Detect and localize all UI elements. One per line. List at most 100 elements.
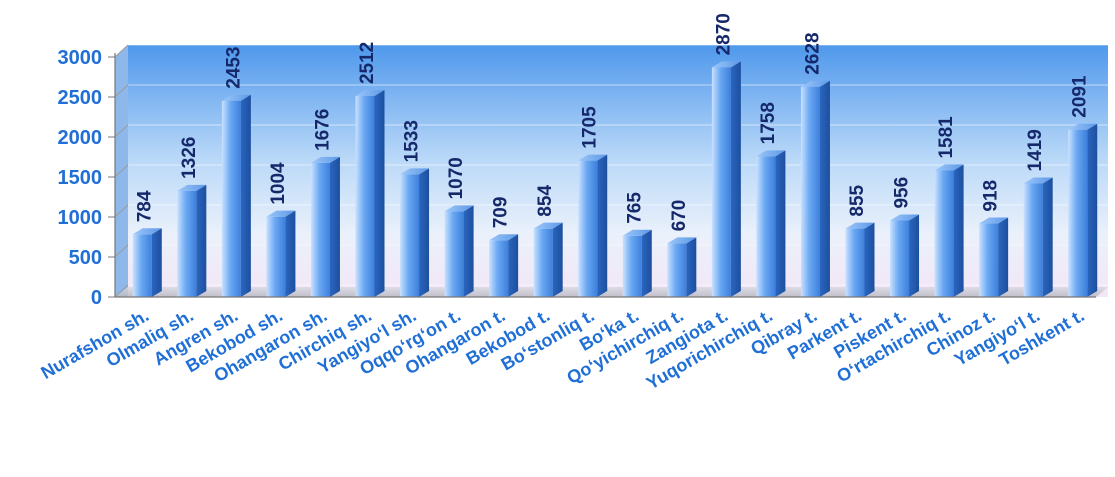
bar-top xyxy=(934,164,964,171)
bar-side xyxy=(864,222,875,297)
bar xyxy=(890,214,920,297)
bar xyxy=(845,222,875,297)
bar-top xyxy=(667,237,697,244)
bar xyxy=(711,61,741,298)
bar-side xyxy=(998,217,1009,297)
bar-front xyxy=(934,170,954,297)
bar xyxy=(310,156,340,297)
bar-value-label: 918 xyxy=(981,180,1002,212)
bar-value-label: 784 xyxy=(134,190,155,222)
y-tick-label: 3000 xyxy=(58,47,103,69)
bar-front xyxy=(667,243,687,297)
bar-top xyxy=(890,214,920,221)
bar-front xyxy=(533,228,553,297)
bar xyxy=(934,164,964,297)
gridline-depth xyxy=(114,204,129,218)
bar-side xyxy=(329,156,340,297)
bar-value-label: 1419 xyxy=(1025,129,1046,171)
bar-side xyxy=(419,168,430,297)
bar-top xyxy=(622,229,652,236)
bar-side xyxy=(1042,177,1053,297)
bar-front xyxy=(622,235,642,297)
bar xyxy=(667,237,697,297)
bar-value-label: 709 xyxy=(491,197,512,229)
plot-area: 0 500 1000 1500 2000 2500 3000 784 1326 2453 1004… xyxy=(37,13,1108,393)
gridline-depth xyxy=(114,84,129,98)
bar-side xyxy=(641,229,652,297)
bar-top xyxy=(1023,177,1053,184)
bar-front xyxy=(1068,129,1088,297)
bar-value-label: 854 xyxy=(535,185,556,217)
bar-top xyxy=(444,205,474,212)
bar-top xyxy=(355,90,385,97)
bar-top xyxy=(177,184,207,191)
bar-side xyxy=(463,205,474,297)
bar-front xyxy=(845,228,865,297)
bar xyxy=(355,90,385,297)
bar-side xyxy=(374,90,385,297)
bar-front xyxy=(1023,183,1043,297)
bar-side xyxy=(1087,123,1098,297)
bar-front xyxy=(756,156,776,297)
bar-value-label: 1758 xyxy=(758,102,779,144)
bar xyxy=(756,150,786,297)
bar-top xyxy=(756,150,786,157)
bar xyxy=(578,154,608,297)
bar-side xyxy=(552,222,563,297)
bar xyxy=(400,168,430,297)
bar-front xyxy=(177,190,197,297)
bar-value-label: 1581 xyxy=(936,116,957,159)
y-tick-label: 1500 xyxy=(58,167,103,189)
bar-top xyxy=(979,217,1009,224)
bar-front xyxy=(890,220,910,297)
y-tick-label: 500 xyxy=(69,247,102,269)
bar-side xyxy=(953,164,964,297)
value-labels: 784 1326 2453 1004 1676 2512 1533 1070 709 854 170… xyxy=(134,13,1090,231)
bar-value-label: 1070 xyxy=(446,157,467,199)
gridline-depth xyxy=(114,164,129,178)
y-tick-label: 2000 xyxy=(58,127,103,149)
bar-side xyxy=(151,228,162,297)
bar-front xyxy=(221,100,241,297)
bar-top xyxy=(578,154,608,161)
bar-side xyxy=(686,237,697,297)
gridline-depth xyxy=(114,124,129,138)
bar-front xyxy=(711,67,731,298)
bar-side xyxy=(597,154,608,297)
bar-top xyxy=(310,156,340,163)
bar-top xyxy=(711,61,741,68)
bar-value-label: 2628 xyxy=(802,32,823,74)
bar xyxy=(177,184,207,297)
bar xyxy=(979,217,1009,297)
bar-top xyxy=(1068,123,1098,130)
bar xyxy=(132,228,162,297)
gridline-depth xyxy=(114,284,129,298)
bar-value-label: 670 xyxy=(669,200,690,232)
gridline-depth xyxy=(114,44,129,58)
bar-top xyxy=(266,210,296,217)
bar xyxy=(221,94,251,297)
gridline-depth xyxy=(114,244,129,258)
bar-value-label: 1326 xyxy=(179,137,200,179)
y-tick-label: 2500 xyxy=(58,87,103,109)
bar-top xyxy=(800,80,830,87)
bar-value-label: 1533 xyxy=(402,120,423,162)
bars xyxy=(132,61,1098,298)
bar-top xyxy=(221,94,251,101)
bar-front xyxy=(355,96,375,297)
bar-front xyxy=(489,240,509,297)
y-axis: 0 500 1000 1500 2000 2500 3000 xyxy=(58,47,116,309)
bar-value-label: 765 xyxy=(624,192,645,224)
bar xyxy=(1023,177,1053,297)
bar-value-label: 855 xyxy=(847,184,868,216)
bar xyxy=(266,210,296,297)
bar-front xyxy=(400,174,420,297)
y-tick-label: 1000 xyxy=(58,207,103,229)
bar-side xyxy=(240,94,251,297)
bar xyxy=(533,222,563,297)
bar-front xyxy=(266,216,286,297)
x-axis: Nurafshon sh.Olmaliq sh.Angren sh.Bekobo… xyxy=(37,296,1096,393)
y-tick-label: 0 xyxy=(91,287,102,309)
bar-value-label: 2870 xyxy=(713,13,734,55)
